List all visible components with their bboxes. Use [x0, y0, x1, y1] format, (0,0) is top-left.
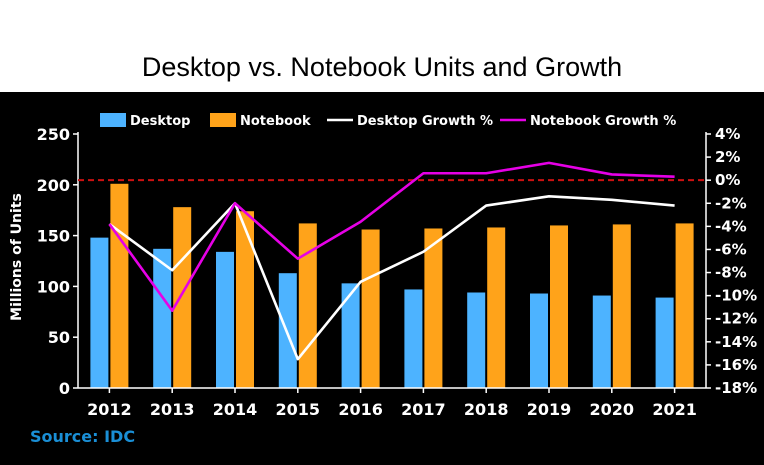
bar-notebook-2012 — [110, 183, 129, 388]
x-tick-label-2014: 2014 — [213, 400, 258, 419]
y-tick-label-50: 50 — [48, 328, 70, 347]
bar-desktop-2014 — [216, 251, 234, 388]
line-desktop-growth — [108, 195, 675, 361]
y2-tick-label--16%: -16% — [715, 356, 757, 374]
y2-tick-label--18%: -18% — [715, 379, 757, 397]
bar-desktop-2020 — [592, 295, 611, 388]
bars — [90, 183, 694, 388]
line-notebook-growth — [108, 161, 675, 312]
y2-tick-label--6%: -6% — [715, 240, 747, 258]
bar-notebook-2013 — [173, 207, 192, 388]
bar-desktop-2021 — [655, 297, 674, 388]
bar-notebook-2014 — [236, 211, 254, 388]
y2-tick-label--8%: -8% — [715, 264, 747, 282]
y-tick-label-150: 150 — [37, 227, 70, 246]
y2-tick-label-4%: 4% — [715, 125, 740, 143]
chart-title: Desktop vs. Notebook Units and Growth — [141, 52, 623, 82]
x-tick-label-2013: 2013 — [150, 400, 195, 419]
y-axis-title: Millions of Units — [9, 193, 25, 321]
legend-label-1: Notebook — [240, 114, 311, 129]
y-tick-label-0: 0 — [59, 379, 70, 398]
bar-desktop-2018 — [467, 292, 486, 388]
bar-notebook-2018 — [487, 227, 506, 388]
bar-notebook-2019 — [550, 225, 568, 388]
x-tick-label-2018: 2018 — [464, 400, 509, 419]
bar-notebook-2021 — [675, 223, 694, 388]
y-tick-label-200: 200 — [37, 176, 70, 195]
x-tick-label-2017: 2017 — [401, 400, 446, 419]
y2-tick-label--14%: -14% — [715, 333, 757, 351]
y2-tick-label--2%: -2% — [715, 194, 747, 212]
bar-desktop-2013 — [153, 248, 172, 388]
y2-tick-label--10%: -10% — [715, 287, 757, 305]
x-tick-label-2015: 2015 — [276, 400, 321, 419]
x-tick-label-2019: 2019 — [527, 400, 572, 419]
legend-swatch-0 — [100, 113, 126, 127]
x-tick-label-2020: 2020 — [590, 400, 635, 419]
y2-tick-label-2%: 2% — [715, 148, 740, 166]
legend-label-0: Desktop — [130, 114, 190, 129]
legend-label-2: Desktop Growth % — [357, 114, 493, 129]
bar-desktop-2015 — [278, 273, 297, 388]
growth-lines — [78, 161, 706, 361]
x-tick-label-2021: 2021 — [652, 400, 697, 419]
y2-tick-label-0%: 0% — [715, 171, 740, 189]
legend: Desktop Notebook Desktop Growth % Notebook … — [100, 113, 676, 129]
bar-desktop-2017 — [404, 289, 423, 388]
bar-desktop-2012 — [90, 237, 109, 388]
y2-tick-label--4%: -4% — [715, 217, 747, 235]
legend-swatch-1 — [210, 113, 236, 127]
y-tick-label-250: 250 — [37, 125, 70, 144]
bar-notebook-2016 — [361, 229, 380, 388]
source-note: Source: IDC — [30, 427, 136, 446]
bar-desktop-2019 — [530, 293, 548, 388]
x-tick-label-2016: 2016 — [338, 400, 383, 419]
bar-notebook-2015 — [298, 223, 317, 388]
y-tick-label-100: 100 — [37, 277, 70, 296]
axes: 0 50 100 150 200 250 Millions of Units 4% 2% 0% -2… — [9, 125, 757, 419]
y2-tick-label--12%: -12% — [715, 310, 757, 328]
bar-notebook-2017 — [424, 228, 443, 388]
bar-desktop-2016 — [341, 283, 360, 388]
x-tick-label-2012: 2012 — [87, 400, 132, 419]
bar-notebook-2020 — [612, 224, 631, 388]
legend-label-3: Notebook Growth % — [530, 114, 676, 129]
